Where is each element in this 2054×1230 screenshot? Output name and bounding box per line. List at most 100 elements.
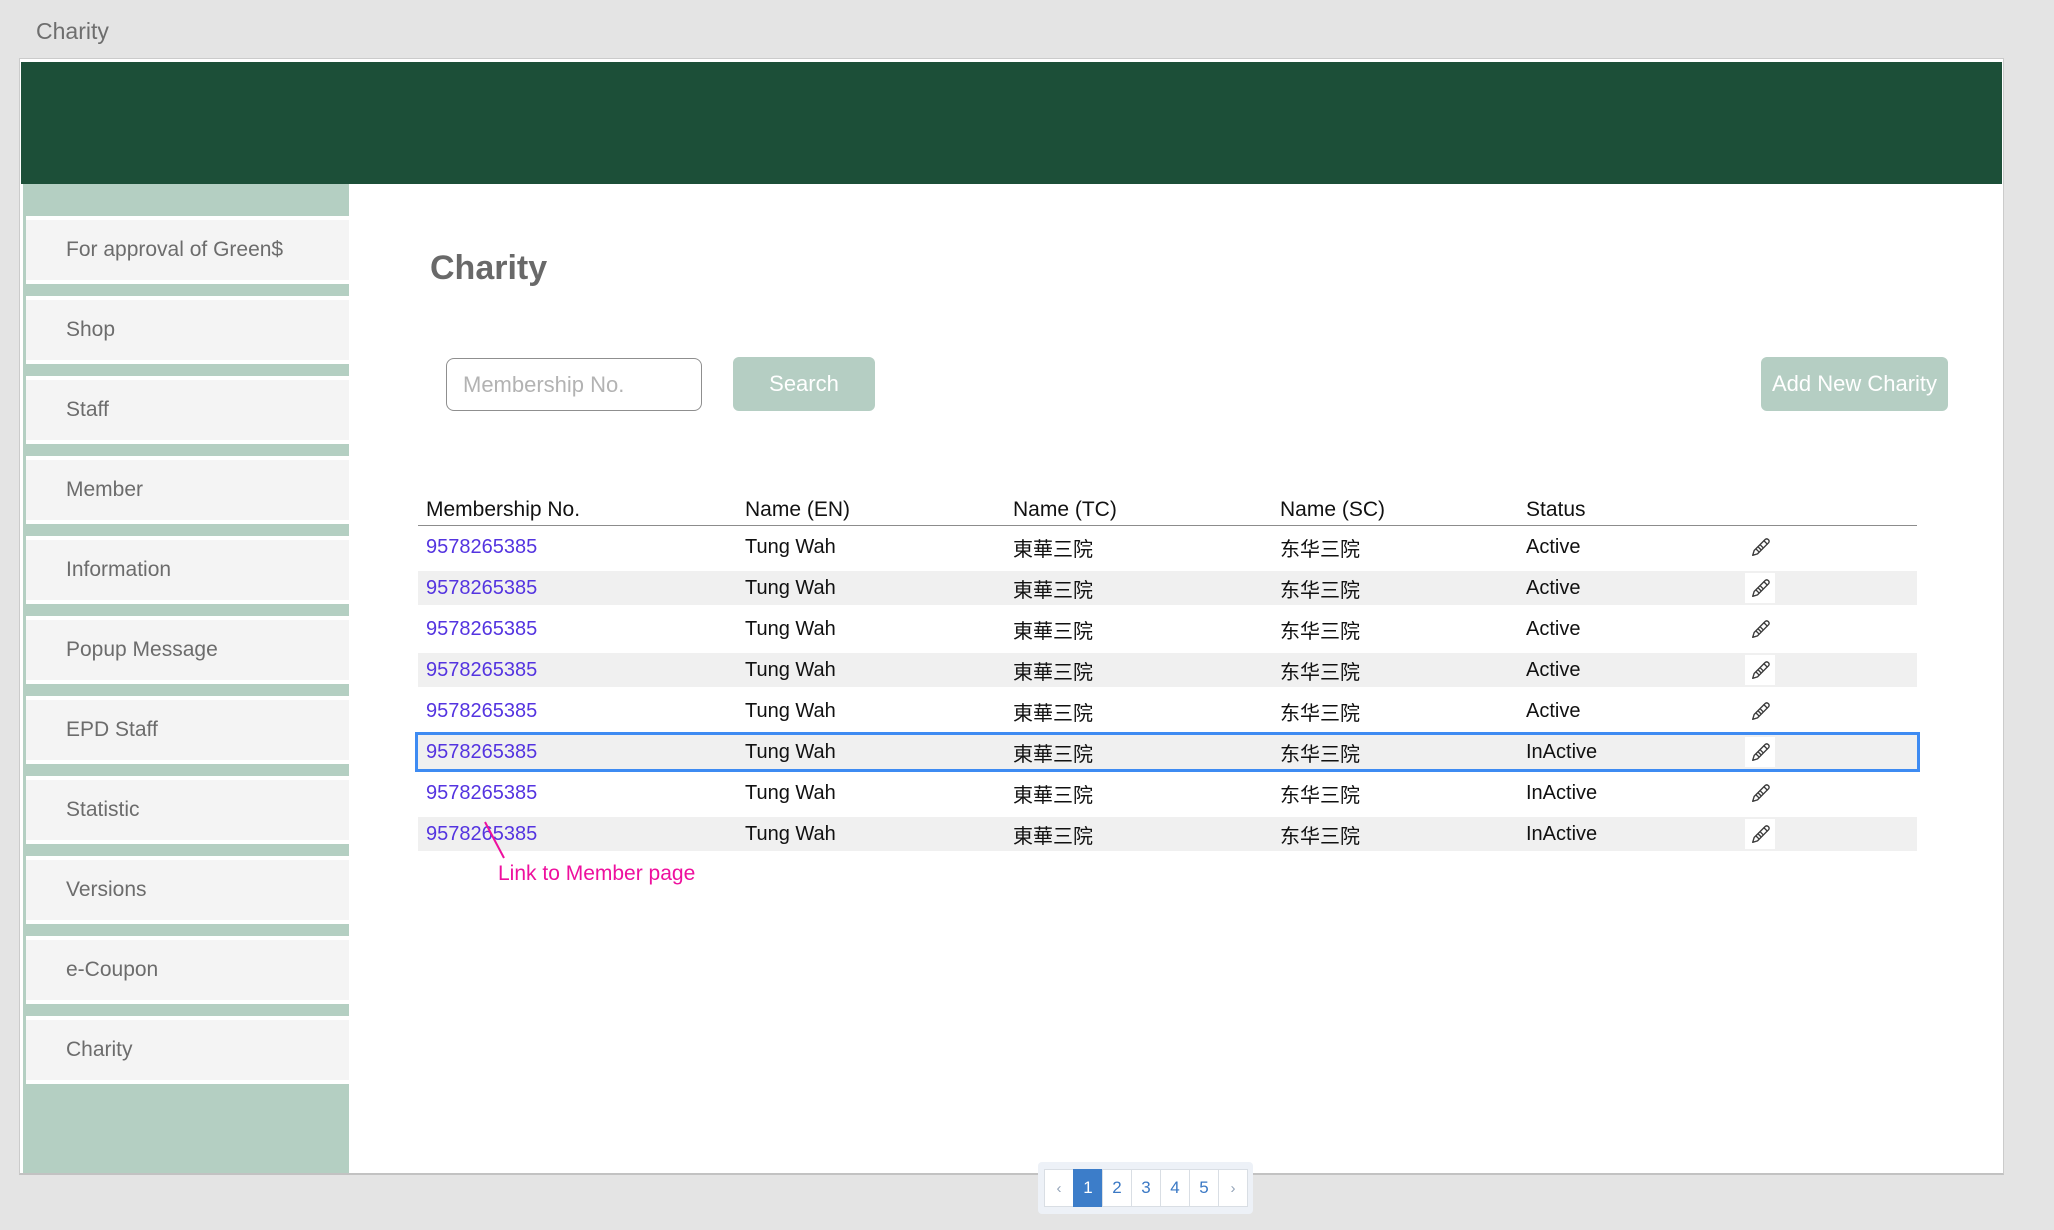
name-en-cell: Tung Wah xyxy=(745,740,836,763)
table-row-highlighted: 9578265385 Tung Wah 東華三院 东华三院 InActive xyxy=(418,735,1917,769)
header-bar xyxy=(21,62,2002,184)
search-button[interactable]: Search xyxy=(733,357,875,411)
column-header-membership-no: Membership No. xyxy=(426,497,581,521)
table-row: 9578265385 Tung Wah 東華三院 东华三院 Active xyxy=(418,571,1917,605)
name-tc-cell: 東華三院 xyxy=(1013,743,1093,766)
sidebar-item-popup-message[interactable]: Popup Message xyxy=(26,616,349,684)
sidebar-item-for-approval-of-green[interactable]: For approval of Green$ xyxy=(26,216,349,284)
edit-cell xyxy=(1745,737,1917,767)
name-tc-cell: 東華三院 xyxy=(1013,620,1093,643)
pagination-page-1-button[interactable]: 1 xyxy=(1073,1169,1103,1207)
edit-cell xyxy=(1745,532,1917,562)
name-tc-cell: 東華三院 xyxy=(1013,661,1093,684)
status-cell: InActive xyxy=(1526,781,1598,804)
sidebar-item-label: Versions xyxy=(66,878,147,901)
edit-cell xyxy=(1745,778,1917,808)
membership-no-link[interactable]: 9578265385 xyxy=(426,781,538,804)
edit-button[interactable] xyxy=(1745,737,1775,767)
membership-no-link[interactable]: 9578265385 xyxy=(426,658,538,681)
sidebar-item-label: For approval of Green$ xyxy=(66,238,284,261)
membership-no-link[interactable]: 9578265385 xyxy=(426,699,538,722)
name-sc-cell: 东华三院 xyxy=(1280,579,1360,602)
status-cell: Active xyxy=(1526,617,1581,640)
sidebar-item-information[interactable]: Information xyxy=(26,536,349,604)
pencil-icon xyxy=(1751,578,1770,597)
edit-button[interactable] xyxy=(1745,614,1775,644)
pencil-icon xyxy=(1751,742,1770,761)
name-sc-cell: 东华三院 xyxy=(1280,620,1360,643)
status-cell: Active xyxy=(1526,576,1581,599)
column-header-name-sc: Name (SC) xyxy=(1280,497,1386,521)
name-en-cell: Tung Wah xyxy=(745,535,836,558)
name-en-cell: Tung Wah xyxy=(745,822,836,845)
sidebar-item-label: Member xyxy=(66,478,144,501)
pencil-icon xyxy=(1751,783,1770,802)
name-en-cell: Tung Wah xyxy=(745,781,836,804)
membership-no-link[interactable]: 9578265385 xyxy=(426,822,538,845)
edit-button[interactable] xyxy=(1745,655,1775,685)
pagination-next-button[interactable]: › xyxy=(1218,1169,1248,1207)
sidebar-item-label: Statistic xyxy=(66,798,140,821)
name-en-cell: Tung Wah xyxy=(745,699,836,722)
page-label: Charity xyxy=(36,18,109,44)
edit-cell xyxy=(1745,819,1917,849)
sidebar-item-label: Information xyxy=(66,558,172,581)
status-cell: Active xyxy=(1526,658,1581,681)
membership-no-input[interactable] xyxy=(446,358,702,411)
edit-cell xyxy=(1745,696,1917,726)
column-header-status: Status xyxy=(1526,497,1586,521)
name-tc-cell: 東華三院 xyxy=(1013,702,1093,725)
membership-no-link[interactable]: 9578265385 xyxy=(426,535,538,558)
table-header-row: Membership No. Name (EN) Name (TC) Name (SC… xyxy=(418,494,1917,526)
name-tc-cell: 東華三院 xyxy=(1013,825,1093,848)
status-cell: Active xyxy=(1526,535,1581,558)
sidebar-item-label: Charity xyxy=(66,1038,133,1061)
name-en-cell: Tung Wah xyxy=(745,617,836,640)
add-new-charity-button[interactable]: Add New Charity xyxy=(1761,357,1948,411)
sidebar-item-epd-staff[interactable]: EPD Staff xyxy=(26,696,349,764)
pagination-page-3-button[interactable]: 3 xyxy=(1131,1169,1161,1207)
pencil-icon xyxy=(1751,660,1770,679)
membership-no-link[interactable]: 9578265385 xyxy=(426,576,538,599)
edit-button[interactable] xyxy=(1745,573,1775,603)
membership-no-link[interactable]: 9578265385 xyxy=(426,740,538,763)
pencil-icon xyxy=(1751,537,1770,556)
name-sc-cell: 东华三院 xyxy=(1280,743,1360,766)
edit-button[interactable] xyxy=(1745,778,1775,808)
table-body: 9578265385 Tung Wah 東華三院 东华三院 Active 9578265… xyxy=(418,530,1917,851)
membership-no-link[interactable]: 9578265385 xyxy=(426,617,538,640)
name-en-cell: Tung Wah xyxy=(745,576,836,599)
sidebar-item-member[interactable]: Member xyxy=(26,456,349,524)
table-row: 9578265385 Tung Wah 東華三院 东华三院 Active xyxy=(418,612,1917,646)
pencil-icon xyxy=(1751,619,1770,638)
sidebar-item-versions[interactable]: Versions xyxy=(26,856,349,924)
sidebar: For approval of Green$ Shop Staff Member Inf… xyxy=(23,184,349,1173)
sidebar-item-statistic[interactable]: Statistic xyxy=(26,776,349,844)
edit-button[interactable] xyxy=(1745,532,1775,562)
edit-cell xyxy=(1745,573,1917,603)
charity-table: Membership No. Name (EN) Name (TC) Name (SC… xyxy=(418,494,1917,858)
status-cell: InActive xyxy=(1526,740,1598,763)
edit-cell xyxy=(1745,655,1917,685)
edit-button[interactable] xyxy=(1745,819,1775,849)
sidebar-item-shop[interactable]: Shop xyxy=(26,296,349,364)
sidebar-item-label: Popup Message xyxy=(66,638,218,661)
name-sc-cell: 东华三院 xyxy=(1280,825,1360,848)
pagination-page-2-button[interactable]: 2 xyxy=(1102,1169,1132,1207)
pagination: ‹ 1 2 3 4 5 › xyxy=(1038,1162,1253,1214)
table-row: 9578265385 Tung Wah 東華三院 东华三院 Active xyxy=(418,530,1917,564)
sidebar-item-label: Staff xyxy=(66,398,109,421)
name-sc-cell: 东华三院 xyxy=(1280,784,1360,807)
pagination-page-4-button[interactable]: 4 xyxy=(1160,1169,1190,1207)
sidebar-item-staff[interactable]: Staff xyxy=(26,376,349,444)
pagination-prev-button[interactable]: ‹ xyxy=(1044,1169,1074,1207)
name-tc-cell: 東華三院 xyxy=(1013,579,1093,602)
sidebar-item-label: e-Coupon xyxy=(66,958,159,981)
sidebar-item-charity[interactable]: Charity xyxy=(26,1016,349,1084)
pagination-page-5-button[interactable]: 5 xyxy=(1189,1169,1219,1207)
table-row: 9578265385 Tung Wah 東華三院 东华三院 InActive xyxy=(418,776,1917,810)
edit-button[interactable] xyxy=(1745,696,1775,726)
sidebar-item-e-coupon[interactable]: e-Coupon xyxy=(26,936,349,1004)
status-cell: InActive xyxy=(1526,822,1598,845)
column-header-name-tc: Name (TC) xyxy=(1013,497,1117,521)
